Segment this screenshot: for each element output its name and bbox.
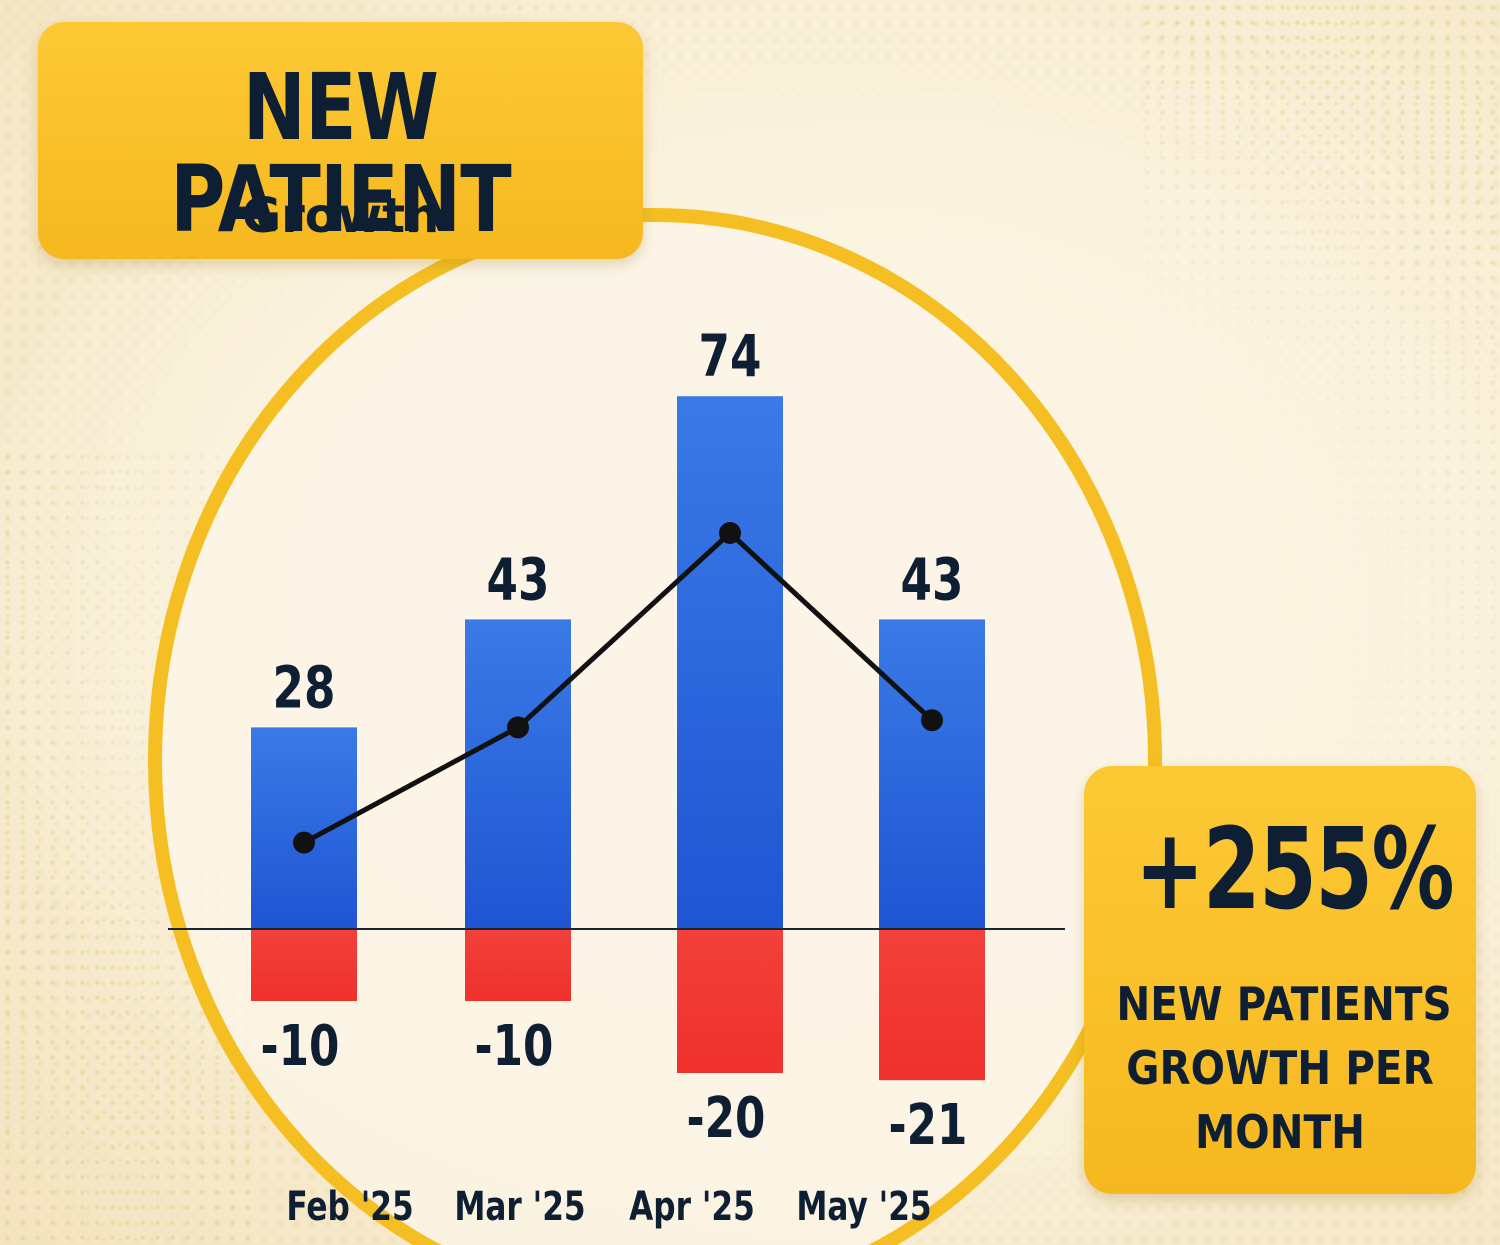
trend-point [293, 831, 315, 854]
negative-bar-label: -10 [261, 1013, 340, 1079]
growth-stat-label-line: NEW PATIENTS [1116, 977, 1452, 1031]
negative-bar [677, 929, 783, 1073]
page-subtitle: Growth [241, 188, 440, 244]
trend-point [507, 716, 529, 739]
negative-bar-label: -10 [475, 1013, 554, 1079]
negative-bar-label: -20 [687, 1085, 766, 1151]
bars-layer [251, 396, 985, 1081]
negative-bar [879, 929, 985, 1081]
positive-bar [879, 619, 985, 929]
negative-bar [251, 929, 357, 1001]
negative-bar-label: -21 [889, 1092, 968, 1158]
growth-stat-label: NEW PATIENTS GROWTH PER MONTH [1116, 972, 1452, 1164]
trend-point [719, 522, 741, 544]
x-axis-tick-label: Feb '25 [286, 1184, 413, 1230]
positive-bar [677, 396, 783, 929]
growth-stat-label-line: GROWTH PER [1126, 1041, 1434, 1095]
positive-bar-label: 43 [901, 547, 964, 614]
trend-point [921, 709, 943, 732]
labels-layer: 28 43 74 43 -10 -10 -20 -21 Feb '25 Mar '25 Apr '2… [261, 324, 968, 1230]
x-axis-tick-label: Apr '25 [629, 1184, 755, 1230]
trend-line [302, 530, 934, 845]
negative-bar [465, 929, 571, 1001]
trend-line-layer [293, 522, 943, 854]
positive-bar-label: 74 [699, 324, 762, 391]
title-card: NEW PATIENT Growth [38, 22, 643, 259]
growth-stat-card: +255% NEW PATIENTS GROWTH PER MONTH [1084, 766, 1476, 1194]
positive-bar [251, 727, 357, 929]
x-axis-tick-label: Mar '25 [454, 1184, 585, 1230]
growth-stat-label-line: MONTH [1194, 1105, 1366, 1159]
positive-bar-label: 43 [487, 547, 550, 614]
growth-stat-value: +255% [1134, 805, 1455, 935]
x-axis-tick-label: May '25 [796, 1184, 931, 1230]
positive-bar-label: 28 [273, 655, 336, 722]
page-title: NEW PATIENT [170, 54, 512, 253]
positive-bar [465, 619, 571, 929]
